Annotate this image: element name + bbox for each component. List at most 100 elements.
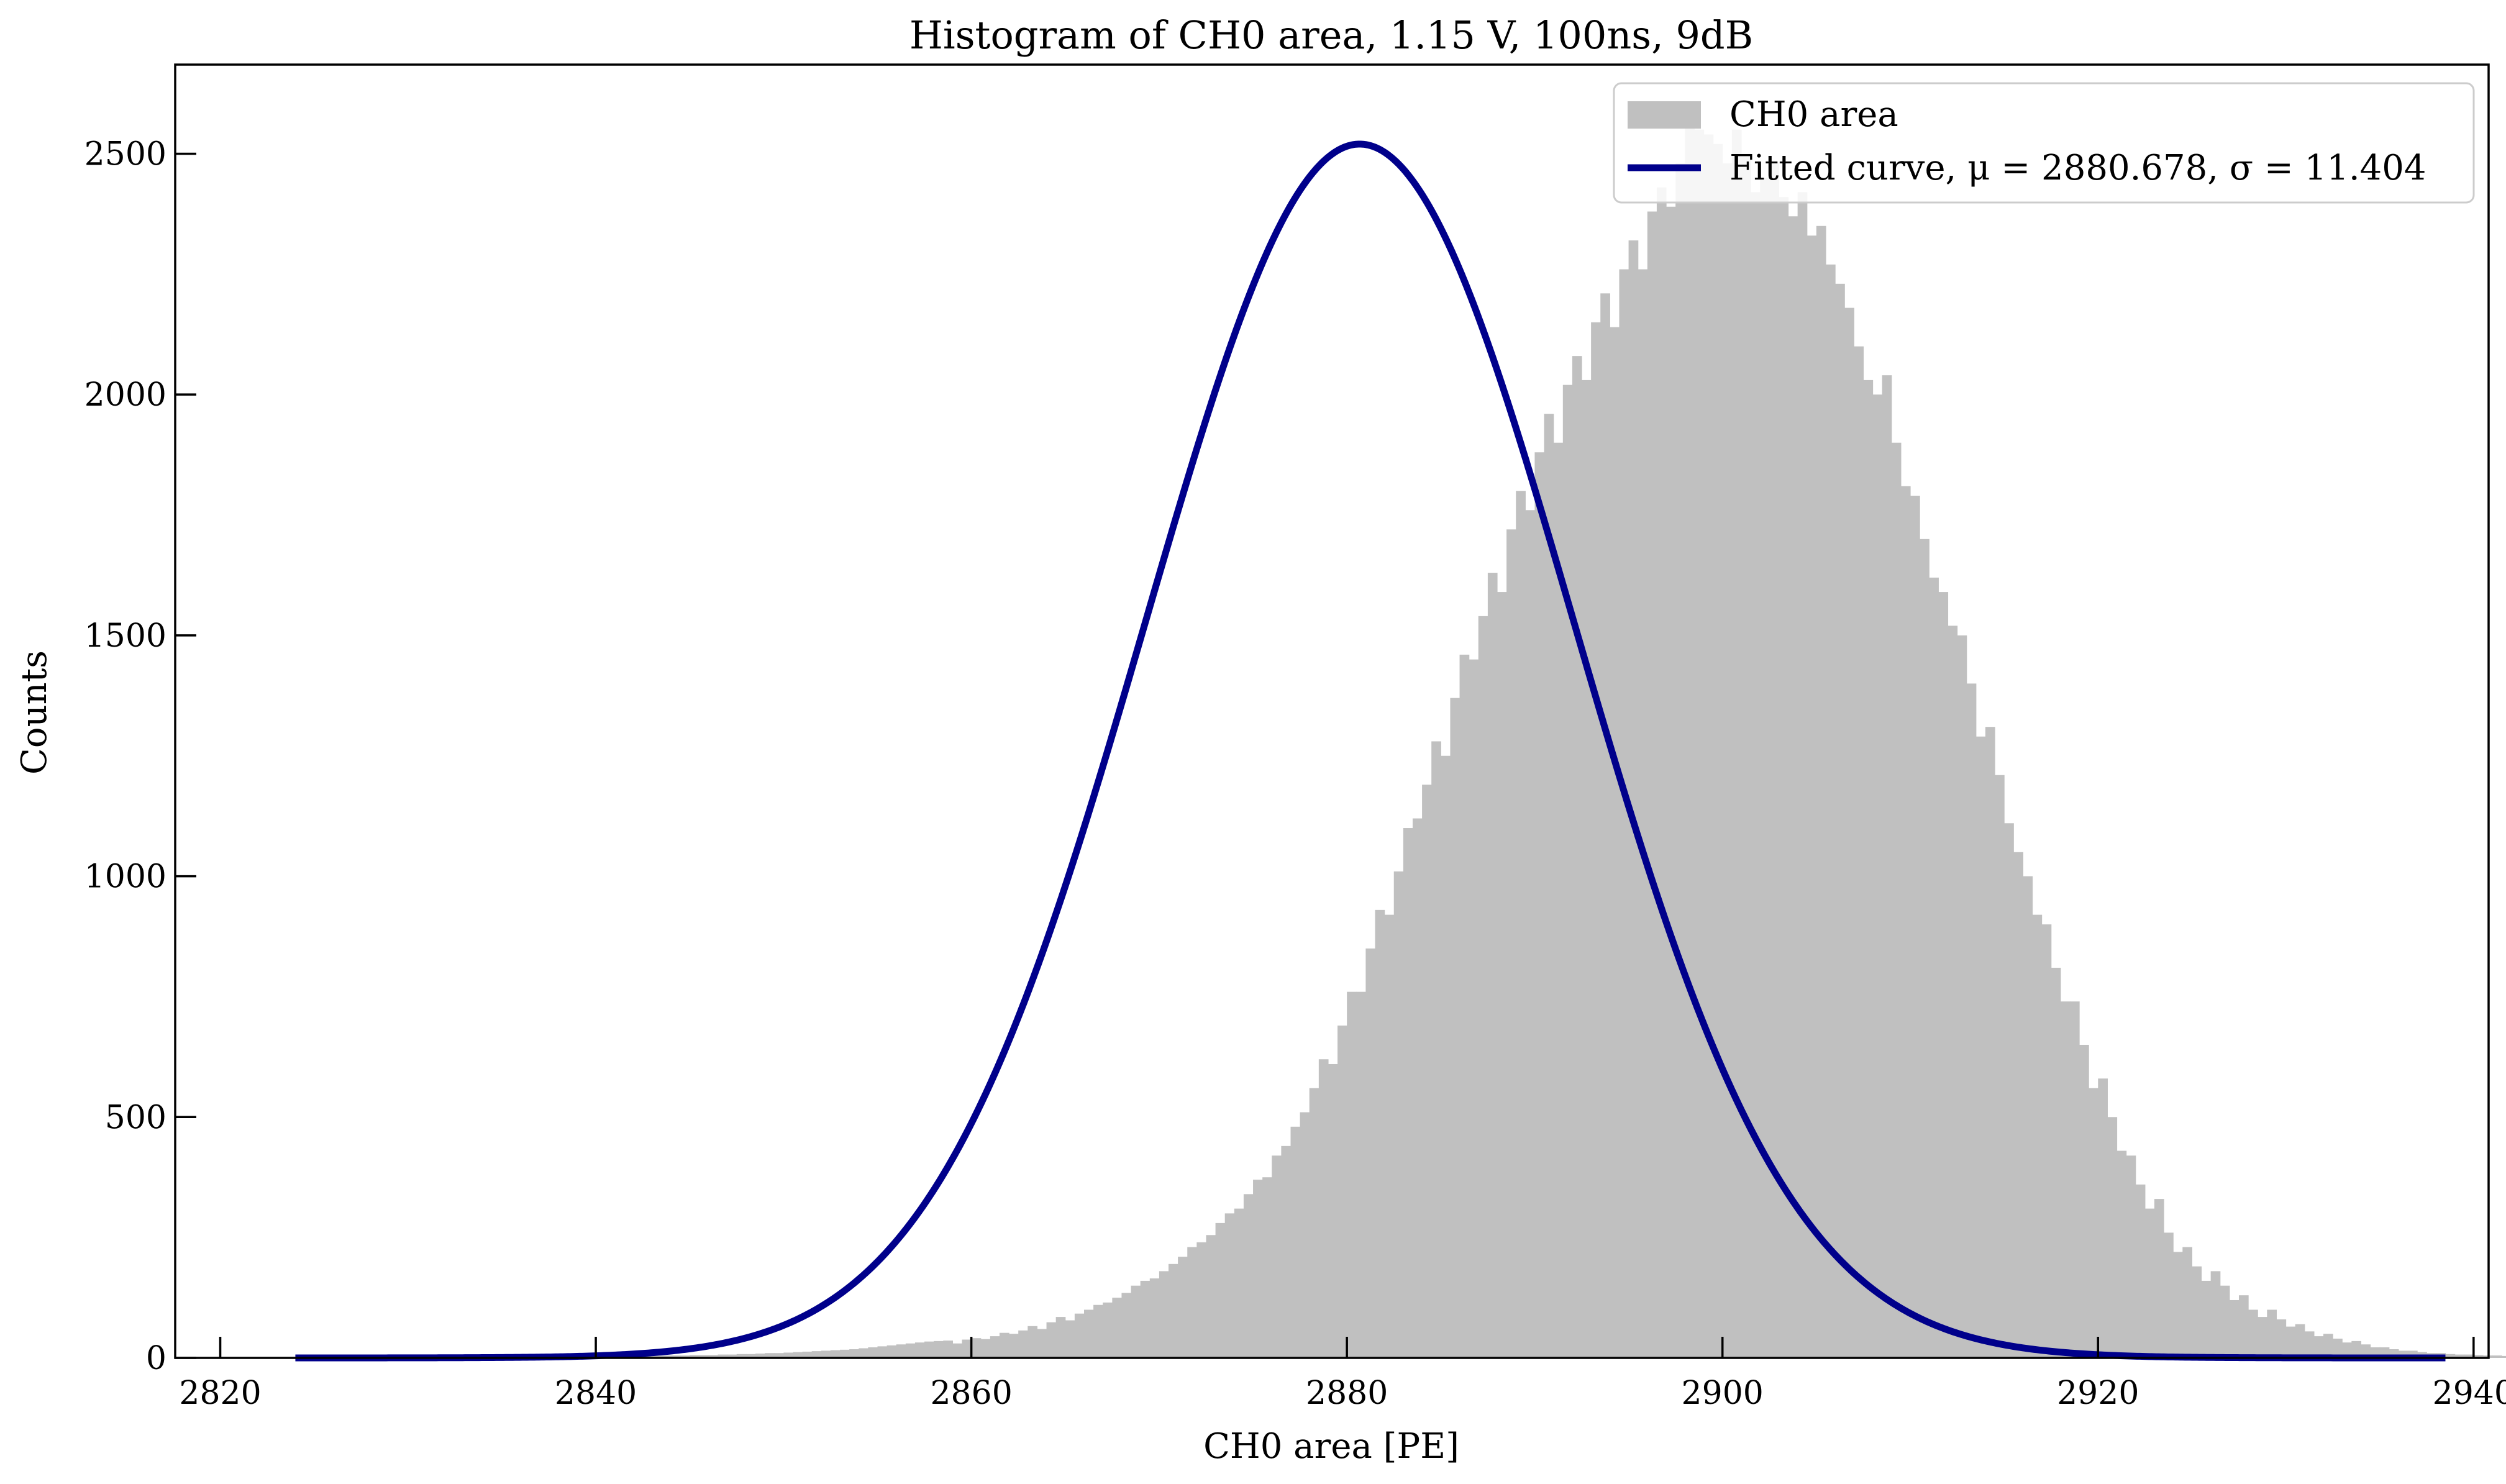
histogram-bar [1046,1322,1057,1358]
histogram-bar [1882,375,1892,1358]
histogram-bar [1666,206,1676,1358]
histogram-bar [2201,1280,2212,1358]
histogram-bar [699,1355,709,1358]
histogram-bar [886,1345,897,1358]
histogram-bar [962,1339,972,1358]
histogram-bar [1807,235,1817,1358]
histogram-bar [661,1355,672,1358]
histogram-bar [849,1349,859,1358]
histogram-bar [1591,322,1601,1358]
histogram-bar [905,1343,916,1358]
histogram-bar [1966,683,1977,1358]
histogram-bar [2144,1208,2155,1358]
histogram-bar [1854,346,1864,1358]
histogram-bar [1910,496,1920,1358]
histogram-bar [2107,1117,2118,1358]
x-tick-label: 2880 [1306,1375,1388,1412]
histogram-bar [2041,924,2052,1358]
histogram-bar [990,1336,1000,1358]
legend-box [1613,82,2475,204]
histogram-bar [1328,1063,1338,1358]
histogram-bar [2060,1001,2071,1358]
histogram-bar [1619,269,1629,1358]
histogram-bar [2004,823,2014,1358]
histogram-bar [2502,1355,2506,1358]
histogram-bar [1600,293,1610,1358]
histogram-bar [2182,1247,2193,1358]
histogram-bar [1441,755,1451,1358]
histogram-bar [1995,775,2005,1358]
histogram-bar [2229,1300,2239,1358]
histogram-bar [2051,967,2061,1358]
histogram-bar [2192,1266,2202,1358]
histogram-bar [830,1350,841,1358]
histogram-bar [2445,1354,2456,1358]
histogram-bar [755,1354,765,1358]
histogram-bar [1844,307,1854,1359]
histogram-bar [2267,1309,2277,1358]
histogram-bar [1074,1313,1085,1358]
histogram-bar [1703,134,1714,1359]
histogram-bar [1760,178,1770,1359]
histogram-bar [745,1354,756,1358]
histogram-bar [1384,914,1395,1358]
histogram-bar [1112,1298,1123,1358]
histogram-bar [2098,1078,2108,1358]
histogram-bar [943,1341,954,1358]
histogram-bar [1863,380,1874,1358]
y-tick-label: 500 [105,1099,166,1136]
histogram-bar [2013,852,2023,1358]
histogram-bar [690,1355,699,1358]
histogram-bar [868,1347,878,1358]
x-tick-label: 2840 [555,1375,637,1412]
histogram-bar [2285,1326,2296,1358]
histogram-bar [1337,1025,1347,1358]
histogram-bar [1779,197,1789,1358]
legend-label-fit: Fitted curve, μ = 2880.678, σ = 11.404 [1729,148,2426,188]
histogram-bar [2398,1350,2408,1358]
histogram-bar [2333,1338,2343,1358]
histogram-bar [1938,592,1949,1358]
histogram-bar [934,1341,944,1358]
histogram-bar [1722,163,1733,1359]
histogram-bar [821,1350,831,1358]
histogram-bar [1149,1278,1160,1358]
histogram-bar [1084,1309,1094,1358]
histogram-bar [1121,1293,1132,1358]
histogram-bar [1215,1222,1226,1358]
histogram-bar [1769,163,1780,1359]
histogram-bar [1610,327,1620,1358]
histogram-bar [2492,1355,2502,1358]
histogram-bar [1243,1194,1254,1358]
histogram-bar [1638,269,1648,1358]
histogram-bar [1647,211,1657,1358]
histogram-bar [1403,828,1413,1358]
x-tick-label: 2820 [179,1375,261,1412]
histogram-bar [1675,163,1685,1359]
histogram-bar [1731,129,1742,1359]
histogram-bar [1920,539,1930,1358]
histogram-bar [1788,216,1798,1358]
histogram-bar [1506,529,1516,1358]
histogram-bar [1393,871,1404,1358]
histogram-bar [1582,380,1592,1358]
y-tick-label: 2000 [84,376,166,414]
histogram-bar [1816,225,1826,1358]
histogram-bar [1478,616,1488,1358]
histogram-bar [1055,1317,1066,1358]
histogram-bar [1187,1247,1197,1358]
histogram-bar [1347,991,1357,1358]
histogram-bar [1628,240,1639,1358]
histogram-bars [295,124,2506,1359]
histogram-bar [859,1348,868,1358]
histogram-bar [896,1344,906,1358]
histogram-bar [2126,1155,2136,1358]
histogram-bar [1300,1112,1310,1358]
histogram-bar [2116,1150,2127,1358]
legend-label-histogram: CH0 area [1729,94,1898,135]
histogram-bar [1685,124,1695,1359]
histogram-bar [1929,577,1939,1358]
histogram-bar [1572,356,1582,1358]
histogram-bar [1224,1213,1235,1358]
